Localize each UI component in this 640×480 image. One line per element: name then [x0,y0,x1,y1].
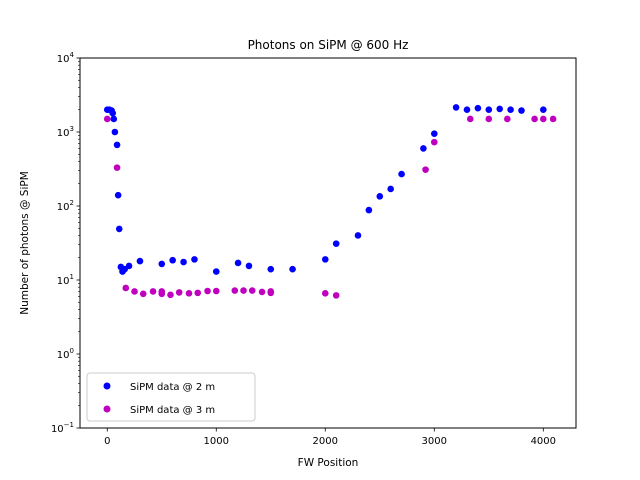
data-point-series-1 [452,104,460,111]
data-point-series-2 [549,115,557,123]
chart-title: Photons on SiPM @ 600 Hz [248,38,409,52]
y-tick-base: 10 [57,128,70,139]
y-tick-exponent: 4 [70,51,75,59]
y-tick-exponent: −1 [64,421,74,429]
data-point-series-2 [167,291,174,299]
data-point-series-2 [103,115,111,123]
data-point-series-1 [125,262,133,270]
x-axis-ticks: 0 1000 2000 3000 4000 [104,428,556,447]
data-point-series-2 [231,287,239,294]
data-point-series-1 [354,232,362,239]
data-point-series-2 [466,115,474,123]
x-tick-label: 4000 [531,436,556,447]
legend-label-series-2: SiPM data @ 3 m [130,405,215,416]
data-point-series-1 [387,185,394,193]
data-point-series-1 [398,170,405,178]
data-point-series-1 [420,145,427,152]
data-point-series-1 [289,265,296,273]
data-point-series-1 [485,106,493,114]
data-point-series-1 [507,106,514,114]
data-point-series-1 [111,128,119,136]
data-point-series-1 [365,206,373,214]
y-tick-label: 100 [57,347,74,361]
x-axis-label: FW Position [298,457,359,469]
x-tick-label: 2000 [313,436,338,447]
y-tick-exponent: 2 [70,199,74,207]
data-point-series-2 [113,164,121,171]
data-point-series-1 [169,256,176,264]
data-point-series-2 [204,287,211,295]
data-point-series-1 [115,225,123,233]
data-point-series-1 [430,130,438,137]
data-point-series-1 [158,260,166,268]
data-point-series-1 [332,240,340,247]
y-tick-base: 10 [51,424,64,435]
data-point-series-2 [149,288,157,295]
plot-area-points [103,104,557,299]
y-tick-base: 10 [57,276,70,287]
y-tick-base: 10 [57,54,70,65]
data-point-series-1 [109,109,117,117]
y-axis-label: Number of photons @ SiPM [19,171,31,315]
y-tick-label: 10−1 [51,421,74,435]
data-point-series-2 [321,290,329,297]
data-point-series-1 [463,106,471,114]
legend-marker-series-2 [103,405,111,413]
data-point-series-1 [113,141,121,149]
data-point-series-1 [267,265,275,273]
data-point-series-2 [422,166,429,173]
y-tick-label: 102 [57,199,74,213]
x-tick-label: 1000 [204,436,229,447]
data-point-series-2 [332,292,340,299]
y-tick-base: 10 [57,202,70,213]
data-point-series-1 [539,106,547,114]
data-point-series-1 [191,256,198,263]
data-point-series-2 [531,115,538,123]
data-point-series-2 [139,290,147,298]
data-point-series-1 [136,257,144,265]
data-point-series-1 [474,104,482,112]
legend-box [86,372,256,422]
data-point-series-1 [234,259,242,267]
data-point-series-1 [114,191,122,199]
x-tick-label: 3000 [422,436,447,447]
legend-marker-series-1 [103,382,111,390]
data-point-series-2 [122,284,130,292]
y-tick-label: 103 [57,125,74,139]
data-point-series-2 [158,288,166,295]
y-tick-exponent: 0 [70,347,74,355]
data-point-series-2 [212,287,220,295]
data-point-series-2 [240,287,247,294]
y-tick-exponent: 1 [70,273,74,281]
data-point-series-2 [185,290,193,297]
plot-frame [79,57,577,429]
data-point-series-2 [175,289,183,296]
data-point-series-1 [212,268,220,275]
data-point-series-2 [539,115,547,123]
data-point-series-1 [321,256,329,263]
y-tick-base: 10 [57,350,70,361]
data-point-series-2 [430,138,438,146]
data-point-series-2 [504,115,511,123]
data-point-series-2 [258,288,266,296]
y-tick-label: 104 [57,51,75,65]
legend: SiPM data @ 2 m SiPM data @ 3 m [86,372,256,422]
data-point-series-1 [245,262,253,270]
x-tick-label: 0 [104,436,110,447]
data-point-series-2 [485,115,493,123]
data-point-series-1 [180,258,187,266]
data-point-series-1 [496,105,503,113]
y-tick-label: 101 [57,273,74,287]
legend-label-series-1: SiPM data @ 2 m [130,382,215,393]
data-point-series-2 [267,288,275,295]
data-point-series-2 [248,287,256,294]
y-tick-exponent: 3 [70,125,74,133]
data-point-series-2 [131,288,138,295]
data-point-series-1 [110,115,118,123]
data-point-series-1 [518,107,525,114]
data-point-series-2 [194,289,202,297]
data-point-series-1 [376,193,384,200]
